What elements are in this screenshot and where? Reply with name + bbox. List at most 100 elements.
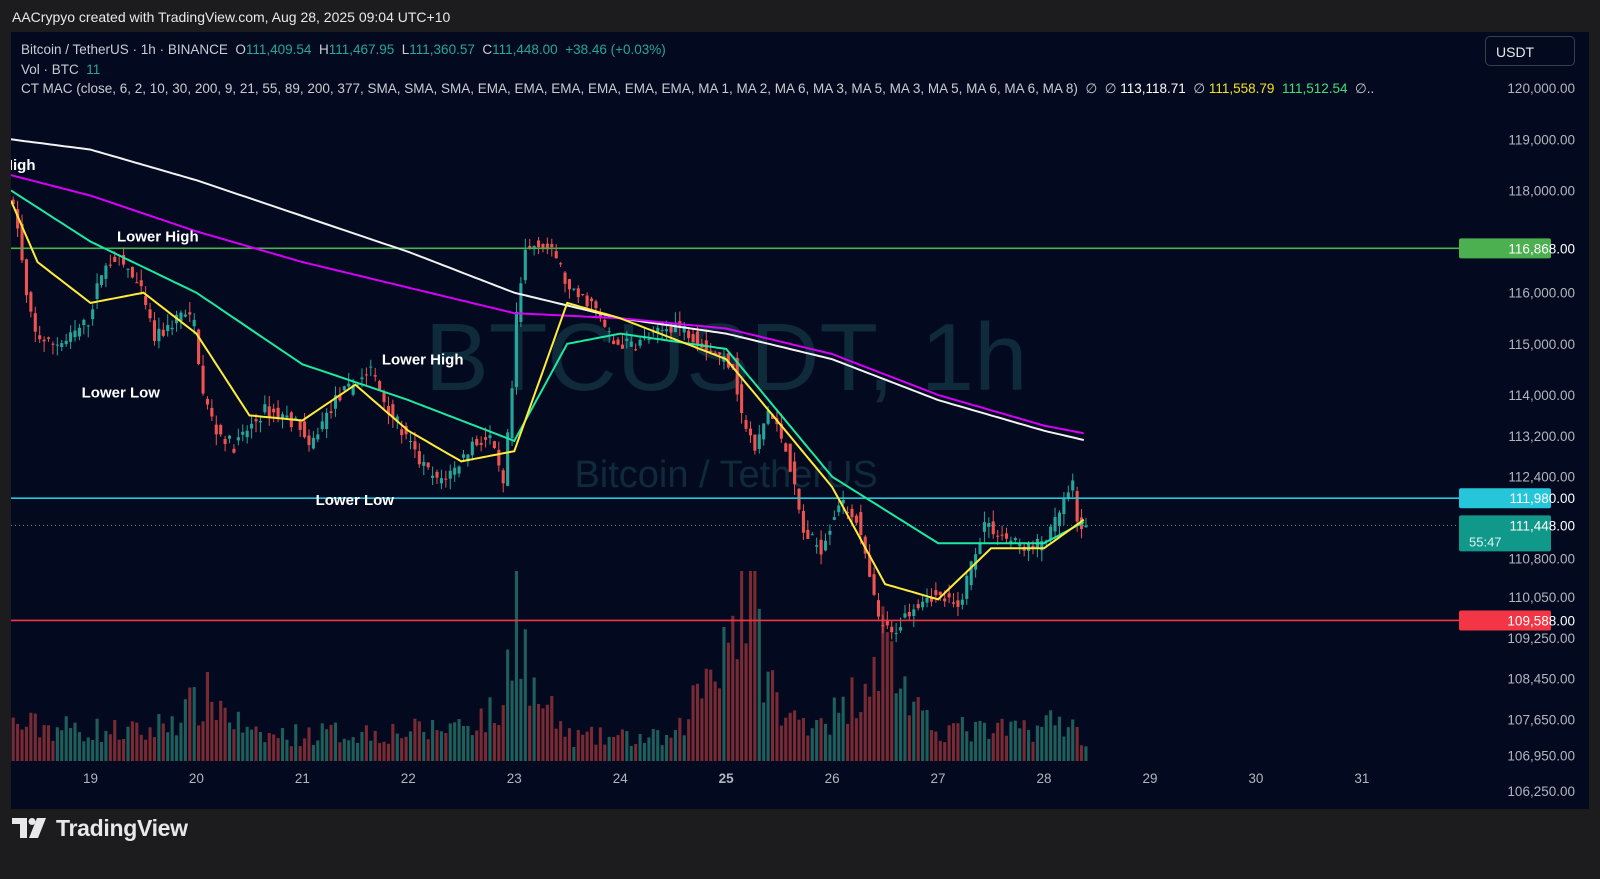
- volume-bar: [554, 728, 558, 761]
- candle-body: [810, 534, 814, 536]
- candle-body: [439, 478, 443, 484]
- candle-body: [876, 600, 881, 617]
- price-chart[interactable]: BTCUSDT, 1h Bitcoin / TetherUS High Lower H…: [11, 32, 1589, 809]
- candle-body: [64, 340, 68, 345]
- volume-bar: [770, 670, 775, 761]
- volume-bar: [740, 571, 744, 761]
- candle-body: [497, 449, 501, 466]
- volume-bar: [408, 731, 413, 761]
- candle-body: [881, 625, 885, 627]
- volume-bar: [532, 677, 536, 761]
- volume-bar: [148, 727, 152, 761]
- candle-body: [545, 243, 549, 250]
- candle-body: [426, 462, 430, 468]
- volume-bar: [55, 727, 59, 761]
- candle-body: [718, 352, 722, 355]
- volume-bar: [431, 720, 435, 761]
- volume-bar: [183, 699, 187, 761]
- candle-body: [1062, 498, 1066, 515]
- volume-bar: [925, 709, 929, 761]
- ma-yellow-value: 111,558.79: [1208, 81, 1275, 96]
- volume-bar: [285, 739, 289, 761]
- volume-bar: [311, 744, 315, 761]
- volume-bar: [982, 722, 986, 761]
- volume-bar: [779, 725, 783, 761]
- symbol-label[interactable]: Bitcoin / TetherUS · 1h · BINANCE: [21, 42, 228, 57]
- volume-bar: [598, 727, 602, 761]
- volume-bar: [413, 718, 417, 761]
- volume-bar: [890, 641, 894, 761]
- volume-bar: [572, 747, 576, 761]
- moving-average-line: [11, 200, 1085, 601]
- candle-body: [660, 330, 664, 332]
- volume-bar: [360, 732, 364, 761]
- ohlc-row: Bitcoin / TetherUS · 1h · BINANCE O111,4…: [21, 40, 1374, 60]
- volume-bar: [784, 717, 788, 761]
- candle-body: [219, 425, 223, 435]
- volume-bar: [506, 649, 510, 761]
- candle-body: [779, 423, 783, 439]
- candle-body: [223, 438, 227, 444]
- candle-body: [303, 421, 307, 438]
- candle-body: [598, 313, 602, 317]
- volume-bar: [307, 727, 311, 761]
- volume-bar: [11, 717, 15, 761]
- volume-bar: [916, 697, 920, 761]
- volume-bar: [227, 722, 232, 761]
- moving-average-line: [11, 138, 1085, 441]
- candle-body: [139, 280, 143, 287]
- volume-label[interactable]: Vol · BTC: [21, 61, 79, 77]
- candle-body: [77, 327, 81, 337]
- candle-body: [695, 331, 700, 345]
- volume-bar: [417, 721, 421, 761]
- volume-bar: [435, 730, 439, 761]
- candle-body: [373, 375, 377, 377]
- volume-bar: [1000, 718, 1004, 761]
- volume-bars: [11, 571, 1088, 761]
- volume-bar: [815, 719, 819, 761]
- chart-area[interactable]: BTCUSDT, 1h Bitcoin / TetherUS High Lower H…: [11, 32, 1589, 809]
- volume-bar: [612, 736, 616, 761]
- volume-bar: [797, 719, 801, 761]
- candle-body: [144, 296, 148, 306]
- candle-body: [422, 461, 426, 466]
- candle-body: [91, 309, 95, 320]
- candle-body: [709, 350, 713, 352]
- candle-body: [872, 574, 876, 595]
- candle-body: [1075, 491, 1079, 522]
- volume-bar: [1004, 735, 1009, 761]
- candle-body: [620, 344, 624, 349]
- candle-body: [806, 529, 810, 539]
- volume-bar: [24, 726, 28, 761]
- volume-bar: [823, 723, 828, 761]
- candle-body: [1049, 526, 1053, 540]
- volume-bar: [567, 728, 571, 761]
- candle-body: [934, 590, 938, 596]
- volume-bar: [33, 713, 37, 761]
- candle-body: [378, 381, 382, 390]
- annotation-label: High: [11, 157, 35, 174]
- candle-body: [1013, 538, 1017, 541]
- candle-body: [612, 340, 616, 345]
- currency-selector[interactable]: USDT: [1485, 36, 1575, 66]
- volume-bar: [139, 734, 143, 761]
- candle-body: [501, 470, 505, 484]
- volume-bar: [333, 722, 338, 761]
- candle-body: [567, 279, 571, 290]
- volume-bar: [528, 705, 532, 761]
- y-tick-label: 118,000.00: [1508, 183, 1575, 198]
- volume-bar: [404, 736, 408, 761]
- indicator-label[interactable]: CT MAC (close, 6, 2, 10, 30, 200, 9, 21,…: [21, 81, 1078, 96]
- candle-body: [351, 385, 355, 395]
- volume-bar: [1027, 729, 1031, 761]
- candle-body: [294, 417, 298, 419]
- candle-body: [735, 358, 739, 395]
- volume-bar: [400, 738, 404, 761]
- volume-bar: [373, 730, 377, 761]
- volume-bar: [444, 733, 448, 761]
- volume-bar: [868, 696, 872, 761]
- volume-bar: [673, 730, 677, 761]
- candle-body: [188, 312, 192, 315]
- volume-bar: [16, 723, 20, 761]
- volume-bar: [453, 722, 457, 761]
